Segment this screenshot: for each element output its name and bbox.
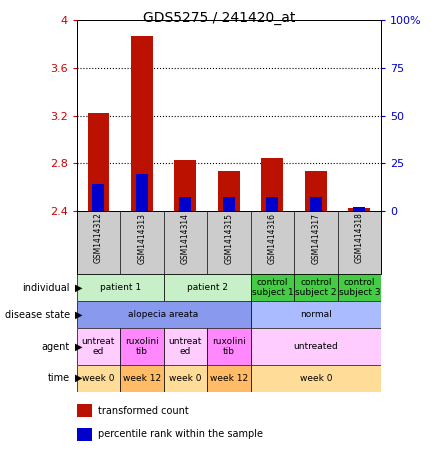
Bar: [164, 274, 251, 301]
Text: disease state: disease state: [5, 310, 70, 320]
Text: GSM1414314: GSM1414314: [181, 212, 190, 264]
Bar: [266, 198, 278, 211]
Bar: [338, 274, 381, 301]
Text: ruxolini
tib: ruxolini tib: [125, 337, 159, 356]
Bar: [353, 207, 365, 211]
Bar: [251, 328, 381, 365]
Bar: [77, 301, 251, 328]
Bar: [251, 301, 381, 328]
Bar: [223, 198, 235, 211]
Text: untreat
ed: untreat ed: [82, 337, 115, 356]
Text: ▶: ▶: [75, 310, 83, 320]
Text: week 0: week 0: [82, 374, 115, 383]
Text: week 12: week 12: [210, 374, 248, 383]
Bar: [310, 198, 322, 211]
Text: GSM1414316: GSM1414316: [268, 212, 277, 264]
Text: ▶: ▶: [75, 373, 83, 383]
Bar: [120, 365, 164, 392]
Text: week 0: week 0: [300, 374, 332, 383]
Text: control
subject 1: control subject 1: [251, 278, 293, 297]
Text: control
subject 2: control subject 2: [295, 278, 336, 297]
Bar: [88, 113, 109, 211]
Text: GSM1414318: GSM1414318: [355, 212, 364, 264]
Text: ▶: ▶: [75, 342, 83, 352]
Bar: [174, 159, 196, 211]
Text: GSM1414313: GSM1414313: [138, 212, 146, 264]
Text: normal: normal: [300, 310, 332, 319]
Bar: [261, 158, 283, 211]
Text: GSM1414317: GSM1414317: [311, 212, 320, 264]
Bar: [164, 328, 207, 365]
Text: patient 2: patient 2: [187, 283, 228, 292]
Text: agent: agent: [42, 342, 70, 352]
Text: ▶: ▶: [75, 283, 83, 293]
Text: alopecia areata: alopecia areata: [128, 310, 199, 319]
Text: GDS5275 / 241420_at: GDS5275 / 241420_at: [143, 11, 295, 25]
Bar: [218, 171, 240, 211]
Bar: [207, 328, 251, 365]
Bar: [305, 171, 327, 211]
Bar: [251, 274, 294, 301]
Bar: [131, 36, 153, 211]
Bar: [92, 184, 104, 211]
Text: week 12: week 12: [123, 374, 161, 383]
Text: transformed count: transformed count: [98, 406, 189, 416]
Text: ruxolini
tib: ruxolini tib: [212, 337, 246, 356]
Bar: [180, 198, 191, 211]
Bar: [294, 274, 338, 301]
Text: individual: individual: [23, 283, 70, 293]
Bar: [77, 365, 120, 392]
Bar: [77, 274, 164, 301]
Bar: [77, 428, 92, 441]
Bar: [251, 365, 381, 392]
Bar: [77, 328, 120, 365]
Bar: [77, 404, 92, 417]
Text: time: time: [48, 373, 70, 383]
Text: untreat
ed: untreat ed: [169, 337, 202, 356]
Text: week 0: week 0: [169, 374, 201, 383]
Text: GSM1414315: GSM1414315: [224, 212, 233, 264]
Text: control
subject 3: control subject 3: [339, 278, 380, 297]
Text: GSM1414312: GSM1414312: [94, 212, 103, 264]
Bar: [349, 208, 370, 211]
Bar: [120, 328, 164, 365]
Text: untreated: untreated: [293, 342, 338, 351]
Text: percentile rank within the sample: percentile rank within the sample: [98, 429, 263, 439]
Bar: [164, 365, 207, 392]
Bar: [207, 365, 251, 392]
Bar: [136, 174, 148, 211]
Text: patient 1: patient 1: [99, 283, 141, 292]
